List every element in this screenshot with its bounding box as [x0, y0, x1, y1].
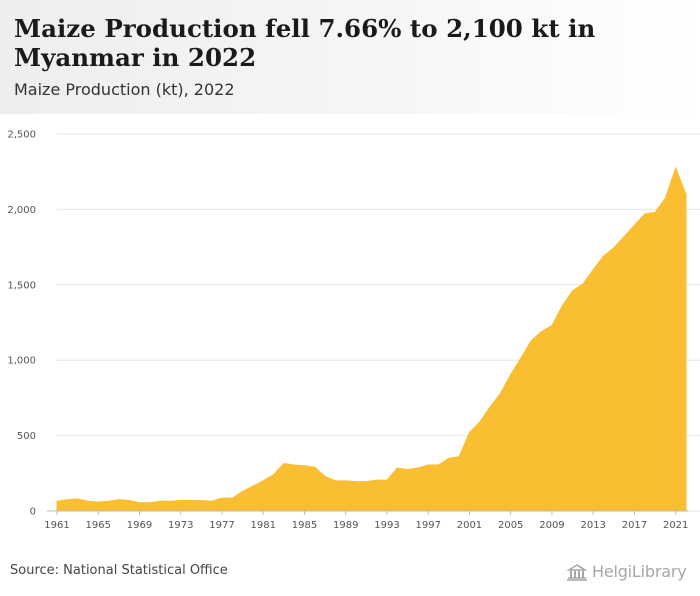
brand-logo[interactable]: HelgiLibrary	[566, 562, 687, 581]
x-tick-label: 1989	[333, 520, 358, 531]
chart-title: Maize Production fell 7.66% to 2,100 kt …	[14, 14, 596, 72]
x-tick-label: 2001	[457, 520, 482, 531]
source-note: Source: National Statistical Office	[10, 563, 228, 578]
area-series	[56, 166, 687, 512]
y-axis: 0 500 1,000 1,500 2,000 2,500	[7, 130, 36, 518]
x-tick-label: 2017	[622, 520, 647, 531]
x-tick-label: 2021	[663, 520, 688, 531]
maize-production-area	[56, 166, 687, 512]
brand-name: HelgiLibrary	[592, 562, 687, 581]
x-tick-label: 1985	[292, 520, 317, 531]
y-tick-label: 1,000	[7, 356, 36, 367]
x-tick-label: 1981	[251, 520, 276, 531]
x-tick-label: 1961	[44, 520, 69, 531]
x-tick-label: 2009	[539, 520, 564, 531]
y-tick-label: 0	[30, 507, 36, 518]
y-tick-label: 1,500	[7, 280, 36, 291]
y-tick-label: 2,500	[7, 130, 36, 141]
library-building-icon	[566, 563, 588, 581]
x-tick-label: 1977	[209, 520, 234, 531]
x-tick-label: 1969	[127, 520, 152, 531]
x-axis: 1961 1965 1969 1973 1977 1981 1985 1989 1993 1997…	[44, 510, 688, 531]
x-tick-label: 2013	[580, 520, 605, 531]
x-tick-label: 1993	[374, 520, 399, 531]
x-tick-label: 2005	[498, 520, 523, 531]
y-tick-label: 2,000	[7, 205, 36, 216]
x-tick-label: 1965	[86, 520, 111, 531]
chart-subtitle: Maize Production (kt), 2022	[14, 80, 235, 99]
y-tick-label: 500	[17, 431, 36, 442]
area-chart: 0 500 1,000 1,500 2,000 2,500 1961 1965 1969 197…	[7, 130, 700, 531]
header-band: Maize Production fell 7.66% to 2,100 kt …	[0, 0, 700, 114]
x-tick-label: 1997	[415, 520, 440, 531]
x-tick-label: 1973	[168, 520, 193, 531]
